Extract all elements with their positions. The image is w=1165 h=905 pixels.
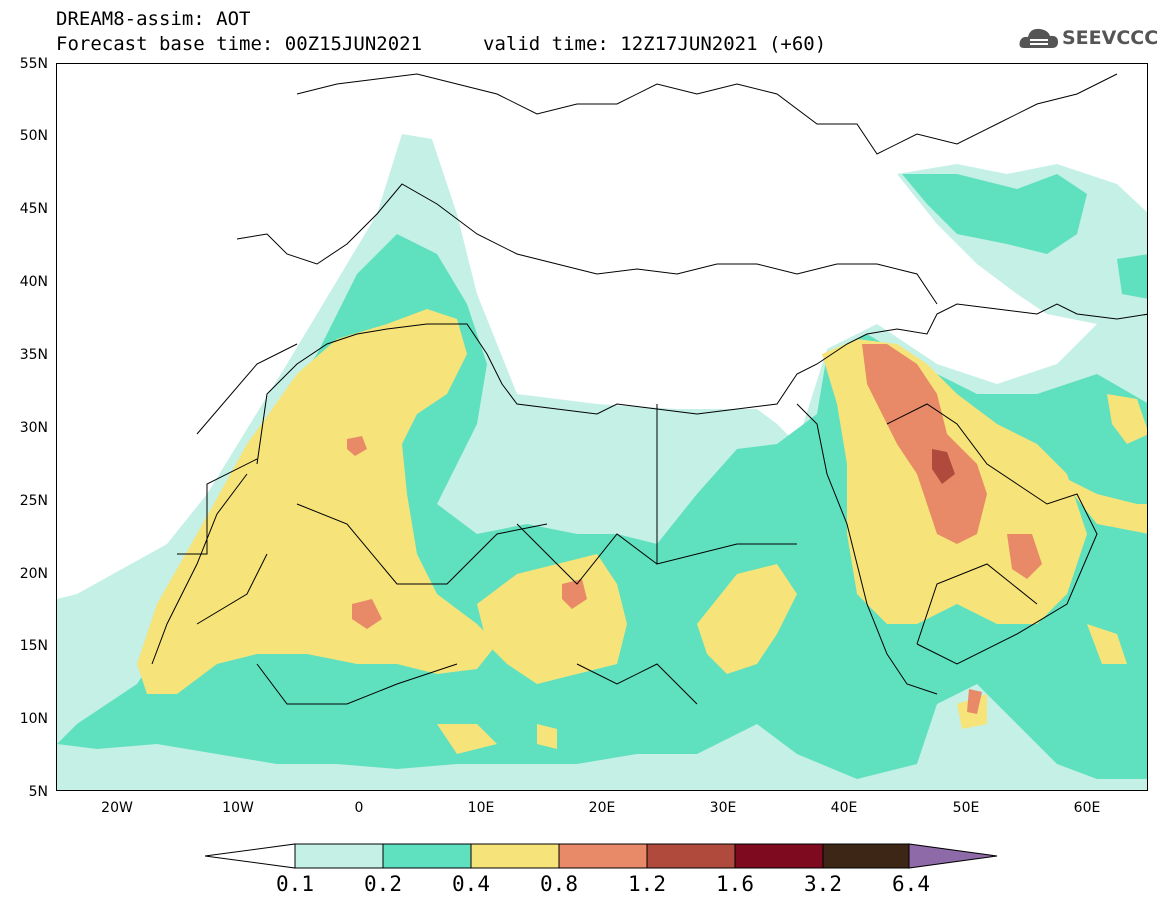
lat-label: 30N <box>19 420 48 436</box>
lat-label: 55N <box>19 56 48 72</box>
valid-time: valid time: 12Z17JUN2021 (+60) <box>483 33 827 55</box>
lat-label: 45N <box>19 201 48 217</box>
lon-label: 50E <box>952 800 980 816</box>
aot-map <box>56 63 1148 791</box>
lat-label: 50N <box>19 128 48 144</box>
lon-label: 0 <box>354 800 364 816</box>
colorbar-label: 1.6 <box>716 872 754 896</box>
lon-label: 30E <box>709 800 737 816</box>
aot-map-field <box>57 73 1147 790</box>
lon-label: 10E <box>467 800 495 816</box>
lat-label: 20N <box>19 566 48 582</box>
colorbar-label: 0.4 <box>452 872 490 896</box>
colorbar-label: 3.2 <box>804 872 842 896</box>
lat-label: 25N <box>19 493 48 509</box>
lat-label: 10N <box>19 711 48 727</box>
lon-label: 10W <box>222 800 254 816</box>
colorbar-label: 0.8 <box>540 872 578 896</box>
colorbar-label: 1.2 <box>628 872 666 896</box>
colorbar-label: 0.2 <box>364 872 402 896</box>
forecast-base-time: Forecast base time: 00Z15JUN2021 <box>56 33 423 55</box>
cloud-logo-icon <box>1019 28 1058 48</box>
lat-label: 15N <box>19 638 48 654</box>
map-title: DREAM8-assim: AOT <box>56 8 251 30</box>
colorbar-label: 0.1 <box>276 872 314 896</box>
lat-label: 35N <box>19 347 48 363</box>
lon-label: 40E <box>830 800 858 816</box>
colorbar <box>205 843 998 869</box>
lon-label: 60E <box>1073 800 1101 816</box>
lat-label: 40N <box>19 274 48 290</box>
lon-label: 20W <box>101 800 133 816</box>
logo-label: SEEVCCC <box>1062 27 1159 49</box>
lon-label: 20E <box>588 800 616 816</box>
colorbar-label: 6.4 <box>892 872 930 896</box>
lat-label: 5N <box>28 784 48 800</box>
